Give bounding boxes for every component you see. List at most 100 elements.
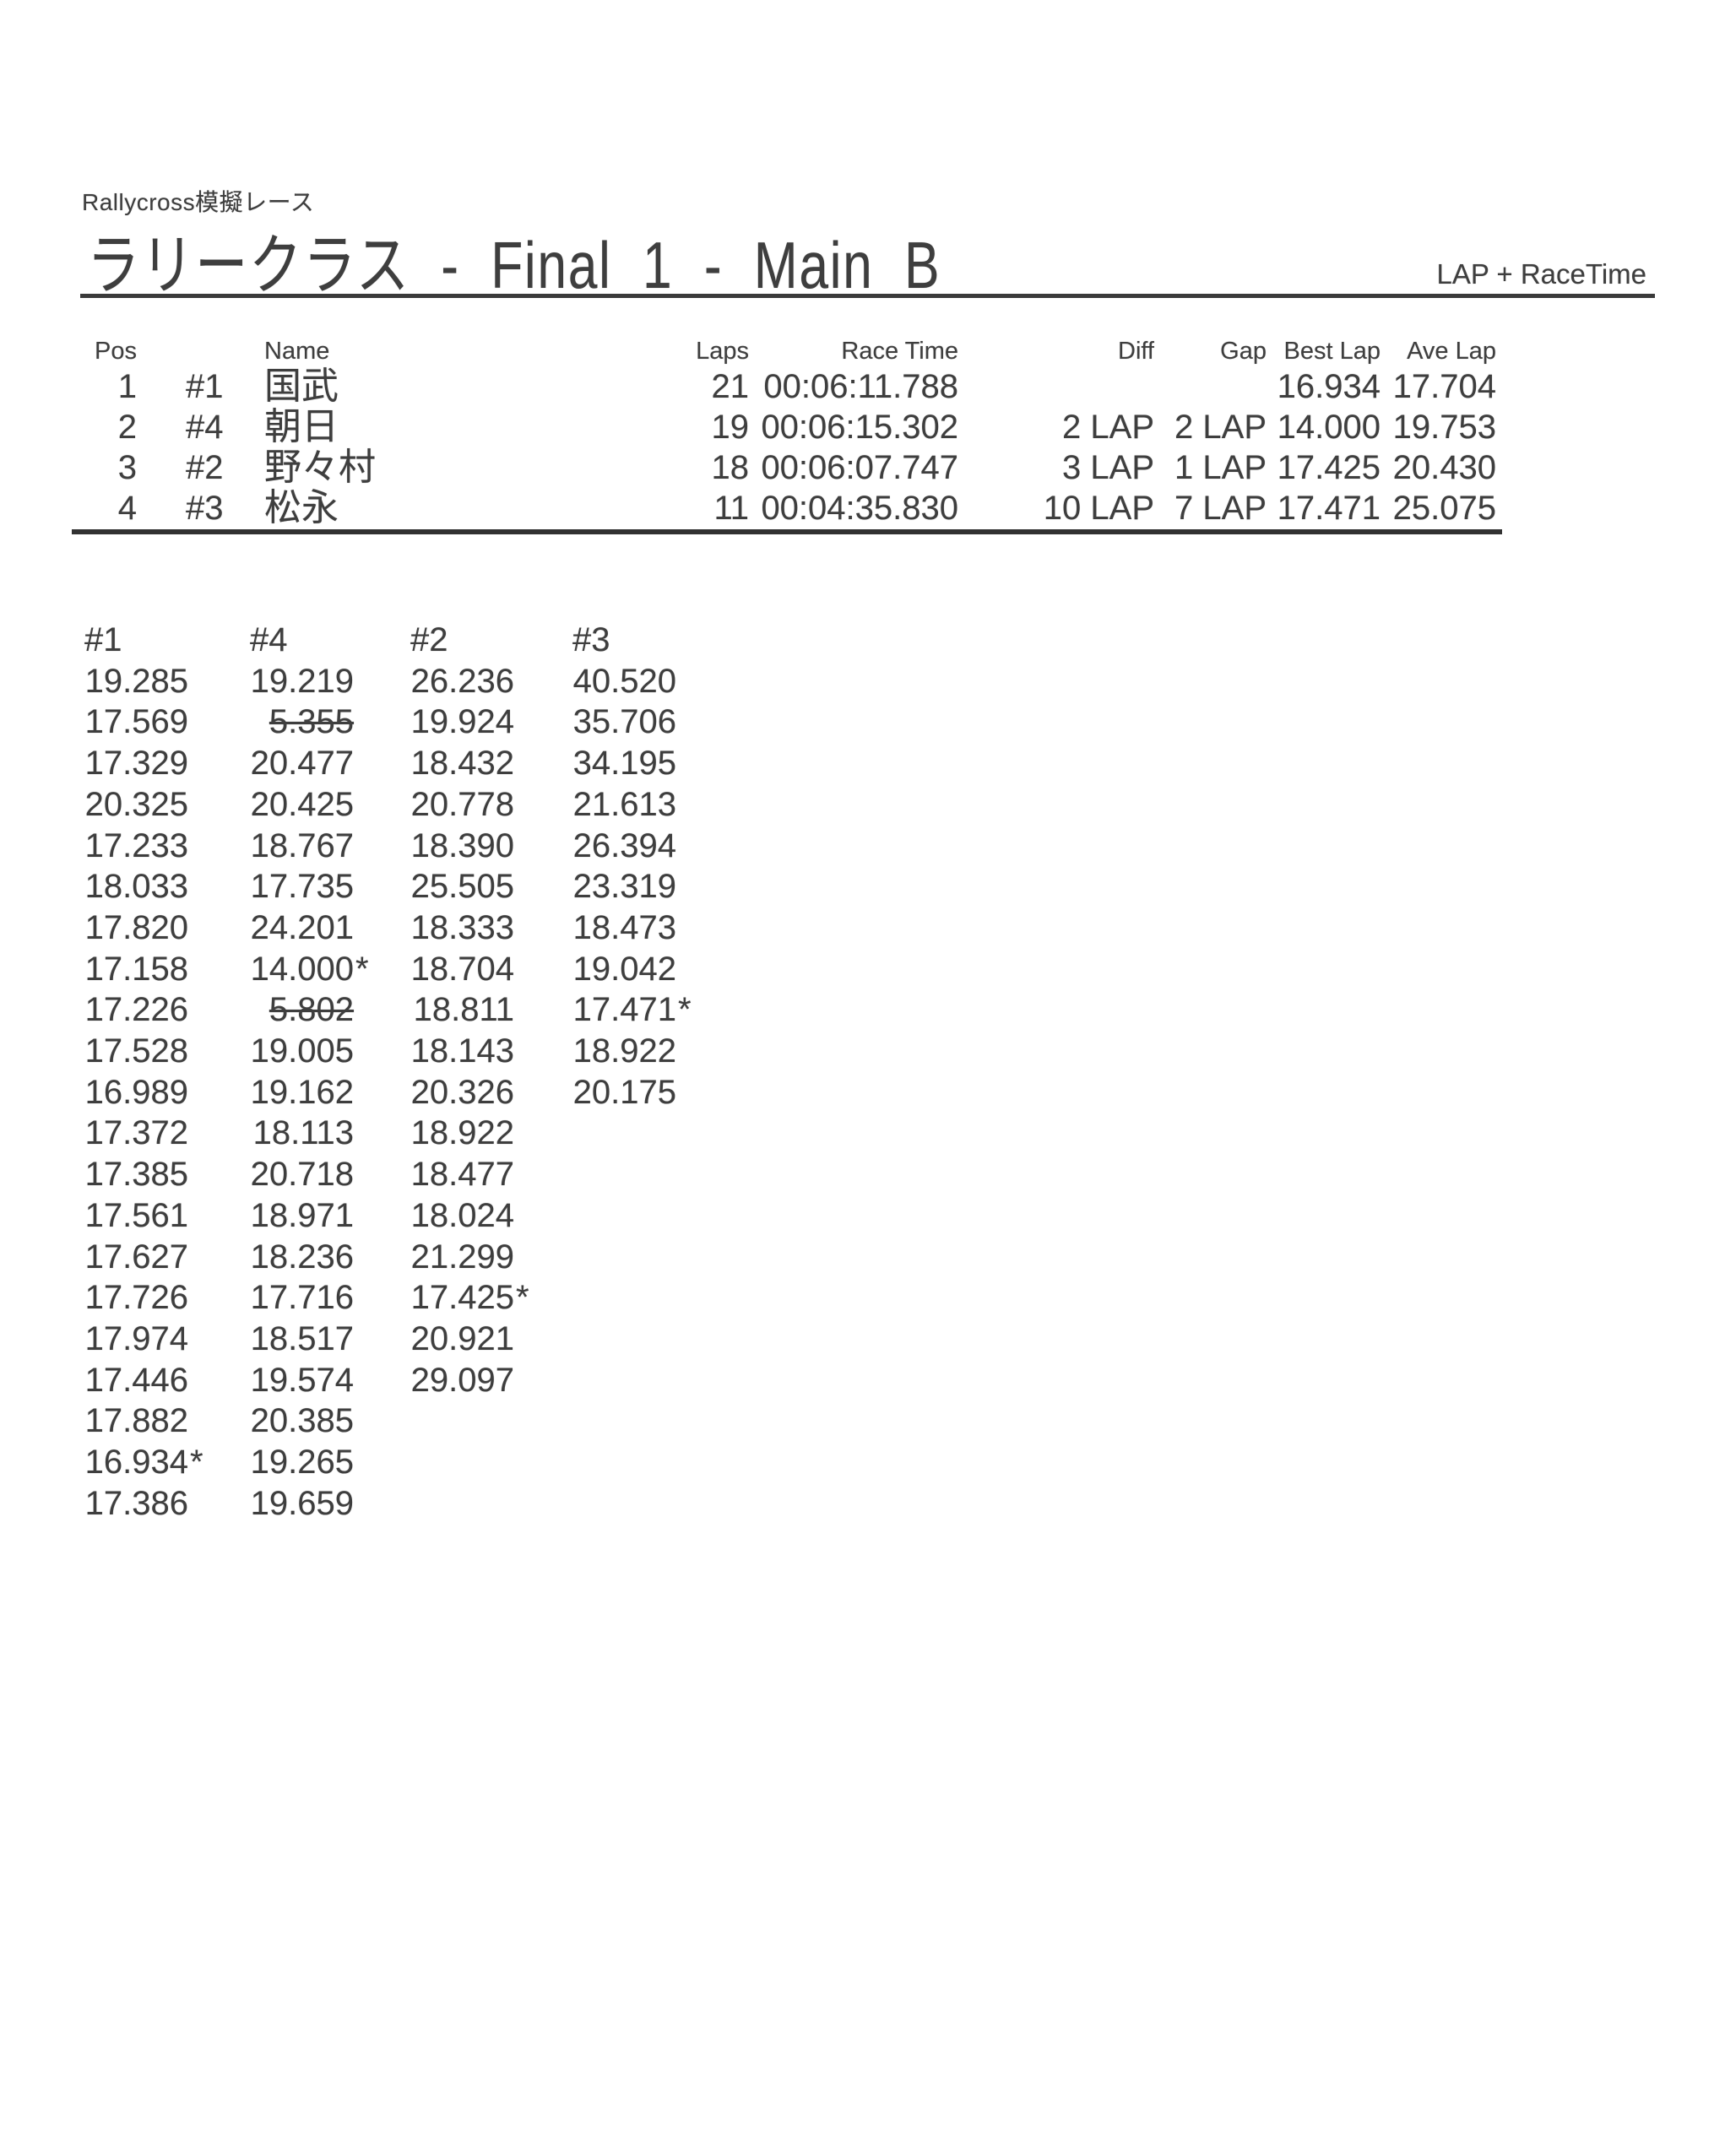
lap-time: 5.802 — [250, 989, 419, 1031]
results-header-row: Pos Name Laps Race Time Diff Gap Best La… — [72, 336, 1507, 366]
best-lap-asterisk: * — [678, 991, 692, 1029]
lap-time: 20.385 — [250, 1400, 419, 1442]
lap-time-value-struck: 5.802 — [269, 991, 354, 1029]
lap-time: 26.394 — [572, 826, 741, 867]
lap-time: 18.113 — [250, 1113, 419, 1154]
lap-time-value: 20.385 — [250, 1402, 354, 1440]
best-lap-asterisk: * — [516, 1279, 529, 1317]
result-cell-ave-lap: 17.704 — [1392, 368, 1496, 405]
lap-time-value: 34.195 — [572, 745, 676, 783]
lap-time: 20.175 — [572, 1072, 741, 1113]
lap-time: 17.446 — [84, 1360, 253, 1401]
result-cell-gap: 2 LAP — [1174, 409, 1267, 446]
result-cell-car-number: #1 — [186, 368, 224, 405]
result-row: 2 #4 朝日 19 00:06:15.302 2 LAP 2 LAP 14.000 19.75… — [72, 407, 1507, 447]
lap-time: 14.000* — [250, 949, 419, 990]
results-rows: 1 #1 国武 21 00:06:11.788 16.934 17.704 2 #4 朝日 19 00… — [72, 366, 1507, 528]
lap-time: 17.974 — [84, 1319, 253, 1360]
lap-time: 35.706 — [572, 702, 741, 743]
result-cell-pos: 1 — [117, 368, 137, 405]
result-cell-race-time: 00:06:11.788 — [763, 368, 958, 405]
result-cell-gap: 1 LAP — [1174, 449, 1267, 486]
results-header-pos: Pos — [95, 338, 137, 365]
result-row: 4 #3 松永 11 00:04:35.830 10 LAP 7 LAP 17.471 25.0… — [72, 488, 1507, 528]
result-cell-best-lap: 17.471 — [1277, 490, 1381, 527]
lap-time-value: 20.326 — [410, 1073, 514, 1111]
lap-time-value: 21.613 — [572, 785, 676, 823]
result-cell-diff: 3 LAP — [1062, 449, 1154, 486]
lap-time-value: 19.659 — [250, 1484, 354, 1522]
result-row: 3 #2 野々村 18 00:06:07.747 3 LAP 1 LAP 17.425 20.4… — [72, 447, 1507, 488]
lap-time-value: 20.718 — [250, 1156, 354, 1194]
lap-time-value: 21.299 — [410, 1238, 514, 1276]
scoring-mode-label: LAP + RaceTime — [1436, 258, 1646, 290]
lap-time: 19.005 — [250, 1031, 419, 1072]
lap-time-value: 18.971 — [250, 1196, 354, 1234]
results-header-race-time: Race Time — [841, 338, 958, 365]
lap-time: 18.024 — [410, 1195, 579, 1237]
lap-time: 18.033 — [84, 866, 253, 907]
lap-time: 18.517 — [250, 1319, 419, 1360]
lap-time-value: 18.143 — [410, 1032, 514, 1070]
lap-time-value: 18.236 — [250, 1238, 354, 1276]
lap-time-value: 18.432 — [410, 745, 514, 783]
lap-time-value: 19.285 — [84, 662, 188, 700]
result-row: 1 #1 国武 21 00:06:11.788 16.934 17.704 — [72, 366, 1507, 407]
lap-time-value: 18.390 — [410, 826, 514, 864]
lap-time: 17.233 — [84, 826, 253, 867]
lap-time-value: 17.528 — [84, 1032, 188, 1070]
lap-time: 17.627 — [84, 1237, 253, 1278]
results-divider — [72, 529, 1502, 534]
lap-time-value: 18.922 — [410, 1114, 514, 1152]
result-cell-laps: 19 — [711, 409, 750, 446]
lap-time: 17.820 — [84, 907, 253, 949]
results-header-gap: Gap — [1220, 338, 1267, 365]
lap-time: 20.425 — [250, 784, 419, 826]
lap-time-value: 17.385 — [84, 1156, 188, 1194]
lap-time-value: 20.425 — [250, 785, 354, 823]
lap-time: 17.425* — [410, 1277, 579, 1319]
lap-time: 17.735 — [250, 866, 419, 907]
lap-time-value: 18.113 — [252, 1114, 354, 1152]
result-cell-car-number: #2 — [186, 449, 224, 486]
lap-time-value: 29.097 — [410, 1361, 514, 1399]
result-cell-laps: 21 — [711, 368, 750, 405]
lap-column-3: #3 40.520 35.706 34.195 21.613 26.394 23.319 18… — [572, 620, 741, 1113]
result-cell-diff — [958, 366, 1154, 407]
lap-time-value: 19.042 — [572, 950, 676, 988]
lap-time: 17.158 — [84, 949, 253, 990]
lap-time: 17.716 — [250, 1277, 419, 1319]
lap-time-value: 17.561 — [84, 1196, 188, 1234]
lap-time-value: 18.922 — [572, 1032, 676, 1070]
lap-time: 21.613 — [572, 784, 741, 826]
result-cell-pos: 3 — [117, 449, 137, 486]
lap-time: 17.226 — [84, 989, 253, 1031]
lap-time: 5.355 — [250, 702, 419, 743]
lap-time: 18.333 — [410, 907, 579, 949]
event-name: Rallycross模擬レース — [82, 189, 315, 215]
result-cell-gap: 7 LAP — [1174, 490, 1267, 527]
lap-time: 18.473 — [572, 907, 741, 949]
result-cell-best-lap: 14.000 — [1277, 409, 1381, 446]
lap-time: 17.386 — [84, 1483, 253, 1525]
lap-column-2: #2 26.236 19.924 18.432 20.778 18.390 25.505 18… — [410, 620, 579, 1400]
lap-time-value: 26.394 — [572, 826, 676, 864]
lap-time: 18.971 — [250, 1195, 419, 1237]
lap-time-value: 26.236 — [410, 662, 514, 700]
lap-column-1: #1 19.285 17.569 17.329 20.325 17.233 18.033 17… — [84, 620, 253, 1524]
lap-time: 29.097 — [410, 1360, 579, 1401]
result-cell-ave-lap: 25.075 — [1392, 490, 1496, 527]
lap-time-value: 17.820 — [84, 908, 188, 946]
lap-time-value: 17.329 — [84, 745, 188, 783]
lap-time-value: 18.333 — [410, 908, 514, 946]
lap-time-value: 18.811 — [413, 991, 514, 1029]
best-lap-asterisk: * — [355, 950, 369, 988]
lap-time-value: 40.520 — [572, 662, 676, 700]
lap-time-value: 17.471 — [572, 991, 676, 1029]
results-header-best-lap: Best Lap — [1283, 338, 1381, 365]
lap-time: 17.329 — [84, 743, 253, 784]
lap-time-value: 19.574 — [250, 1361, 354, 1399]
lap-time-value: 18.477 — [410, 1156, 514, 1194]
results-header-name: Name — [264, 338, 330, 365]
